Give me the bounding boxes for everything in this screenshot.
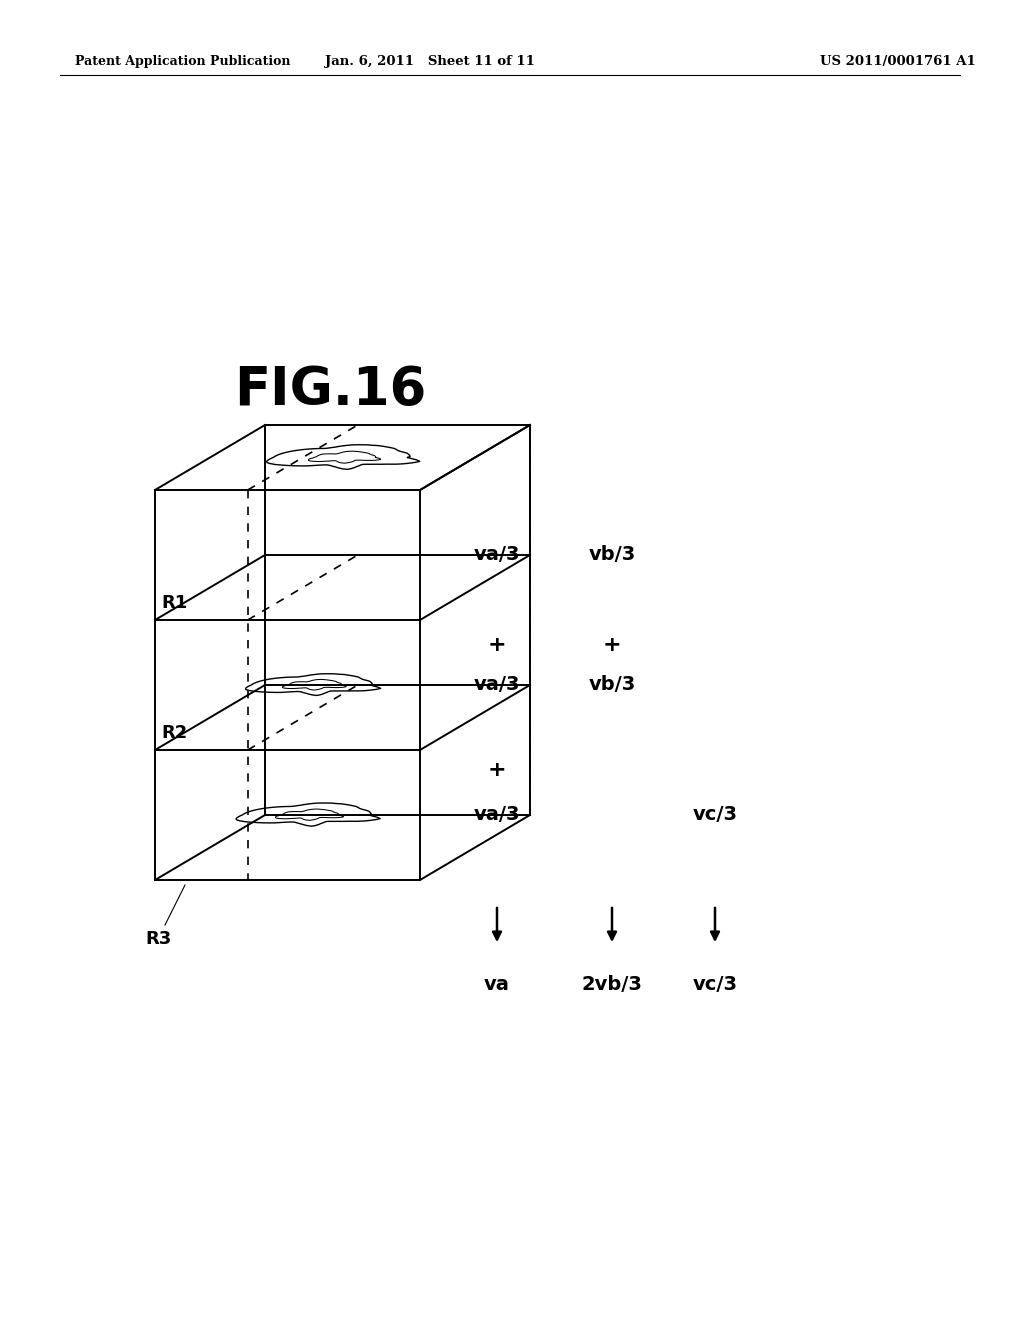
Text: va/3: va/3 bbox=[474, 676, 520, 694]
Text: va/3: va/3 bbox=[474, 545, 520, 565]
Text: +: + bbox=[487, 760, 506, 780]
Text: FIG.16: FIG.16 bbox=[233, 364, 426, 416]
Text: +: + bbox=[487, 635, 506, 655]
Text: R3: R3 bbox=[145, 931, 171, 948]
Text: va: va bbox=[484, 975, 510, 994]
Text: va/3: va/3 bbox=[474, 805, 520, 825]
Text: Patent Application Publication: Patent Application Publication bbox=[75, 55, 291, 69]
Text: R2: R2 bbox=[161, 723, 187, 742]
Text: R1: R1 bbox=[161, 594, 187, 612]
Text: vc/3: vc/3 bbox=[692, 975, 737, 994]
Text: vb/3: vb/3 bbox=[589, 545, 636, 565]
Text: 2vb/3: 2vb/3 bbox=[582, 975, 642, 994]
Text: +: + bbox=[603, 635, 622, 655]
Text: vc/3: vc/3 bbox=[692, 805, 737, 825]
Text: US 2011/0001761 A1: US 2011/0001761 A1 bbox=[820, 55, 976, 69]
Text: Jan. 6, 2011   Sheet 11 of 11: Jan. 6, 2011 Sheet 11 of 11 bbox=[325, 55, 535, 69]
Text: vb/3: vb/3 bbox=[589, 676, 636, 694]
